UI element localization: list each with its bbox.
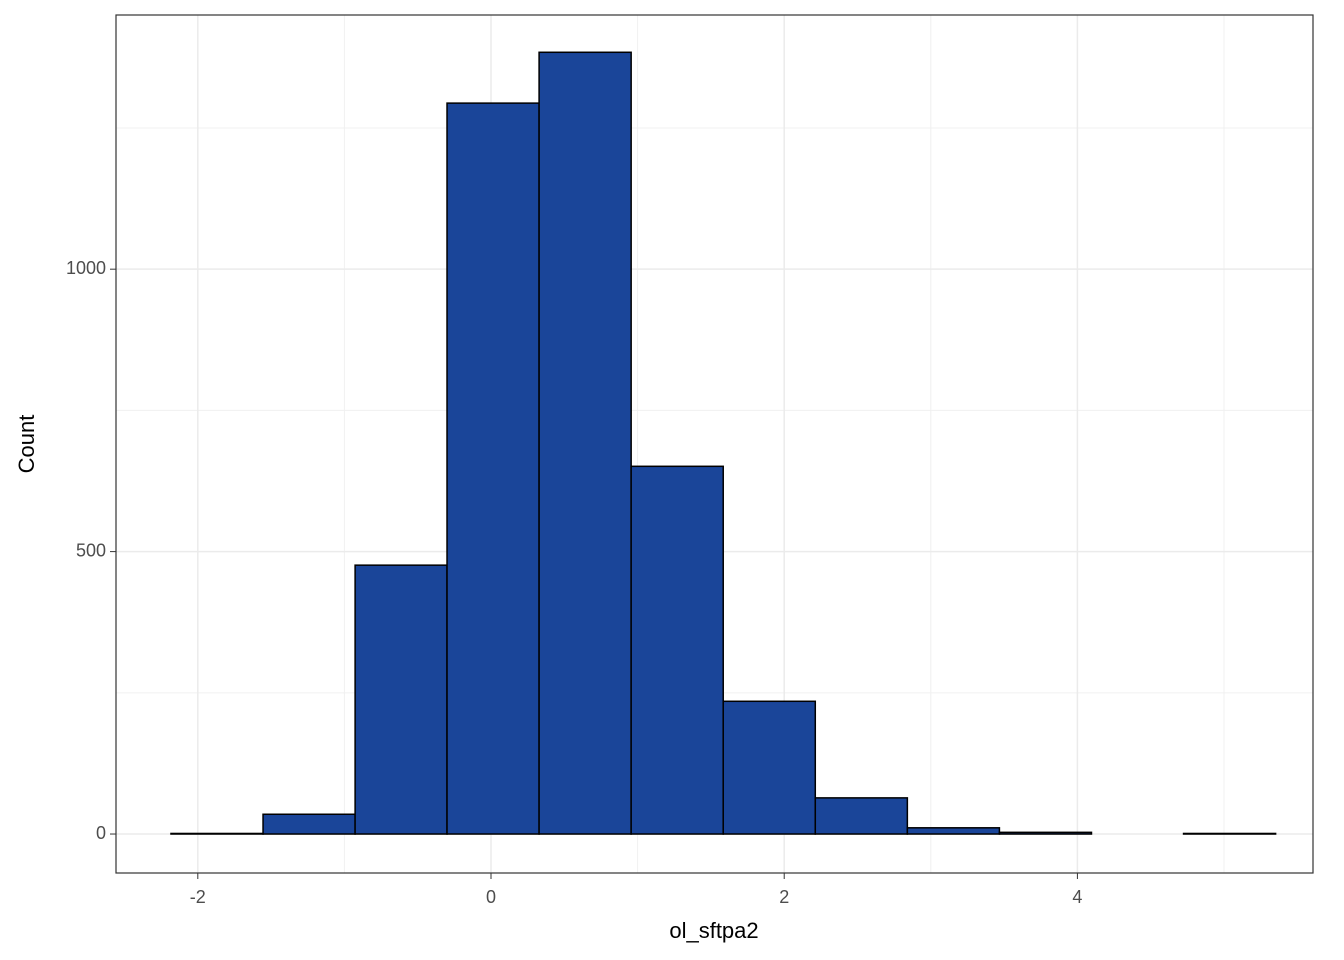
y-tick-label: 1000: [66, 258, 106, 278]
y-axis-title: Count: [14, 415, 39, 474]
panel-border: [115, 14, 1314, 874]
y-tick-label: 500: [76, 540, 106, 560]
bar: [262, 813, 356, 835]
y-tick-label: 0: [96, 823, 106, 843]
x-axis-title: ol_sftpa2: [669, 918, 758, 943]
bar: [354, 564, 448, 835]
bar: [722, 700, 817, 835]
bar: [1182, 832, 1277, 835]
bar: [814, 797, 909, 835]
bar: [170, 832, 264, 835]
x-tick-label: 4: [1072, 887, 1082, 907]
x-tick-label: 0: [486, 887, 496, 907]
x-tick-label: 2: [779, 887, 789, 907]
bar: [446, 102, 540, 835]
x-tick-label: -2: [190, 887, 206, 907]
bar: [998, 831, 1093, 835]
bar: [630, 465, 724, 835]
bar: [538, 51, 632, 835]
bar: [906, 827, 1001, 835]
